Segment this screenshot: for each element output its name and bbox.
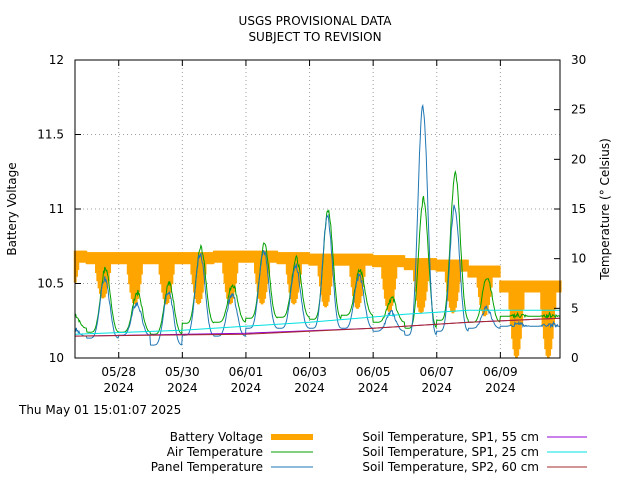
chart-title: USGS PROVISIONAL DATA	[239, 14, 393, 28]
y2-tick-label: 15	[571, 202, 586, 216]
x-tick-year: 2024	[167, 381, 198, 395]
panel-temperature-line	[74, 103, 561, 346]
y2-tick-label: 20	[571, 152, 586, 166]
legend-label: Air Temperature	[167, 445, 263, 459]
left-axis-ticks: 10 10.5 11 11.5 12	[37, 53, 81, 365]
y2-tick-label: 10	[571, 252, 586, 266]
y-tick-label: 10.5	[37, 277, 64, 291]
y-tick-label: 11	[49, 202, 64, 216]
x-axis-ticks: 05/28 2024 05/30 2024 06/01 2024 06/03 2024 06/0…	[101, 60, 518, 395]
x-tick-date: 05/28	[101, 365, 136, 379]
battery-voltage-bar	[497, 265, 501, 278]
y2-tick-label: 5	[571, 301, 579, 315]
x-tick-year: 2024	[103, 381, 134, 395]
legend-label: Soil Temperature, SP2, 60 cm	[362, 460, 539, 474]
x-tick-date: 06/09	[483, 365, 518, 379]
x-tick-date: 06/03	[292, 365, 327, 379]
x-tick-date: 06/05	[356, 365, 391, 379]
y-axis-label: Battery Voltage	[5, 162, 19, 255]
air-temperature-line	[74, 169, 561, 335]
x-tick-year: 2024	[231, 381, 262, 395]
y-tick-label: 10	[49, 351, 64, 365]
x-tick-date: 06/01	[229, 365, 264, 379]
y2-axis-label: Temperature (° Celsius)	[598, 138, 612, 281]
legend-label: Soil Temperature, SP1, 55 cm	[362, 430, 539, 444]
y2-tick-label: 30	[571, 53, 586, 67]
y2-tick-label: 25	[571, 103, 586, 117]
grid-lines	[75, 60, 560, 358]
battery-voltage-band	[73, 250, 562, 358]
chart-subtitle: SUBJECT TO REVISION	[248, 30, 381, 44]
series-lines	[74, 103, 561, 346]
right-axis-ticks: 0 5 10 15 20 25 30	[554, 53, 586, 365]
x-tick-date: 05/30	[165, 365, 200, 379]
y2-tick-label: 0	[571, 351, 579, 365]
y-tick-label: 12	[49, 53, 64, 67]
x-tick-year: 2024	[485, 381, 516, 395]
x-tick-year: 2024	[421, 381, 452, 395]
legend-label: Soil Temperature, SP1, 25 cm	[362, 445, 539, 459]
x-tick-date: 06/07	[419, 365, 454, 379]
soil-temp-sp2-60-line	[74, 317, 561, 337]
x-tick-year: 2024	[358, 381, 389, 395]
soil-temp-sp1-25-line	[74, 309, 560, 335]
legend-label: Battery Voltage	[170, 430, 263, 444]
y-tick-label: 11.5	[37, 128, 64, 142]
battery-voltage-bar	[553, 280, 557, 310]
battery-voltage-bar	[521, 280, 525, 310]
legend-label: Panel Temperature	[151, 460, 263, 474]
x-tick-year: 2024	[294, 381, 325, 395]
timestamp: Thu May 01 15:01:07 2025	[18, 403, 181, 417]
